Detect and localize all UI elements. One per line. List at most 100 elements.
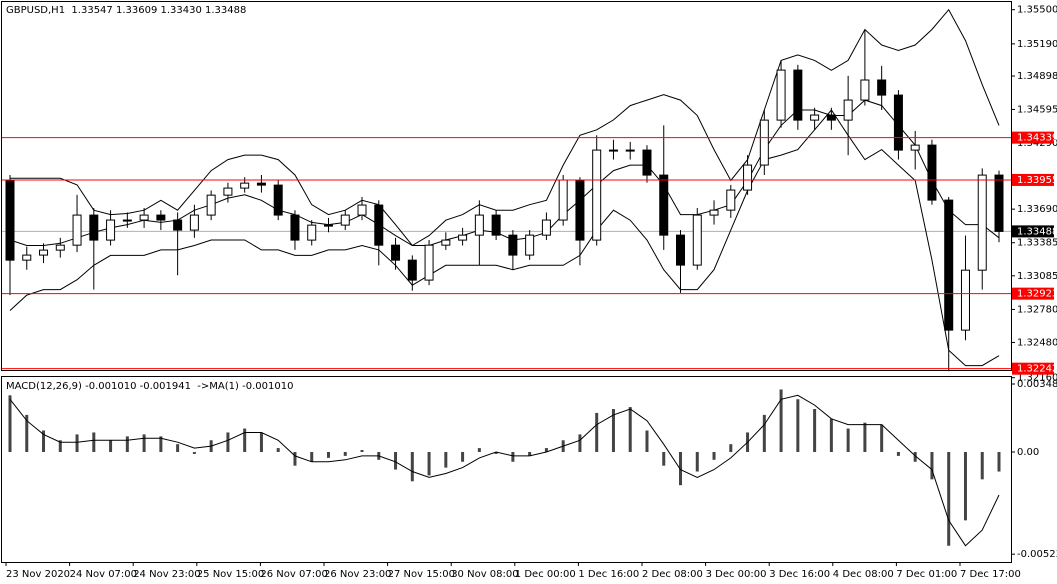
candle-body xyxy=(810,114,820,121)
candle-body xyxy=(22,254,32,261)
x-tick-label: 7 Dec 17:00 xyxy=(960,569,1021,580)
candle-body xyxy=(273,184,283,216)
y-tick-label: 0.003481 xyxy=(1017,379,1057,390)
macd-bar xyxy=(963,451,967,521)
x-tick-label: 25 Nov 15:00 xyxy=(197,569,264,580)
y-tick-label: 1.35190 xyxy=(1017,39,1057,50)
candle-body xyxy=(910,144,920,151)
candle-body xyxy=(106,219,116,241)
macd-bar xyxy=(947,451,951,546)
macd-bar xyxy=(25,414,29,452)
macd-bar xyxy=(896,451,900,456)
macd-bar xyxy=(276,448,280,452)
candle-body xyxy=(139,214,149,221)
macd-bar xyxy=(695,451,699,472)
macd-bar xyxy=(58,440,62,452)
candle-body xyxy=(223,187,233,196)
candle-body xyxy=(977,174,987,271)
macd-bar xyxy=(226,432,230,452)
candle-body xyxy=(156,214,166,221)
candle-body xyxy=(994,174,1004,232)
macd-bar xyxy=(159,436,163,452)
macd-bar xyxy=(75,434,79,452)
candle-body xyxy=(659,174,669,236)
candle-body xyxy=(5,179,15,261)
candle-body xyxy=(508,234,518,256)
macd-bar xyxy=(762,414,766,452)
price-title: GBPUSD,H1 1.33547 1.33609 1.33430 1.3348… xyxy=(6,5,246,16)
macd-bar xyxy=(109,440,113,452)
macd-bar xyxy=(930,451,934,480)
candle-body xyxy=(776,69,786,121)
candle-body xyxy=(55,244,65,251)
y-tick-label: 1.34898 xyxy=(1017,71,1057,82)
macd-bar xyxy=(796,399,800,452)
macd-bar xyxy=(394,451,398,470)
candle-body xyxy=(39,249,49,256)
macd-bar xyxy=(360,450,364,452)
candle-body xyxy=(726,189,736,211)
macd-panel-frame xyxy=(1,376,1012,563)
macd-bar xyxy=(42,430,46,452)
macd-bar xyxy=(192,451,196,454)
x-tick-label: 24 Nov 23:00 xyxy=(133,569,200,580)
macd-bar xyxy=(410,451,414,482)
candle-body xyxy=(424,244,434,281)
macd-bar xyxy=(645,430,649,452)
macd-bar xyxy=(461,451,465,462)
macd-bar xyxy=(477,448,481,452)
macd-title: MACD(12,26,9) -0.001010 -0.001941 ->MA(1… xyxy=(6,381,293,392)
candle-body xyxy=(240,182,250,189)
x-tick-label: 26 Nov 23:00 xyxy=(324,569,391,580)
candle-body xyxy=(927,144,937,201)
macd-bar xyxy=(125,436,129,452)
x-tick-label: 3 Dec 16:00 xyxy=(769,569,830,580)
candle-body xyxy=(256,182,266,186)
candle-body xyxy=(793,69,803,121)
candle-body xyxy=(944,199,954,331)
last-price-tag xyxy=(1012,225,1054,238)
x-tick-label: 7 Dec 01:00 xyxy=(896,569,957,580)
candle-body xyxy=(860,79,870,101)
macd-bar xyxy=(310,451,314,462)
macd-bar xyxy=(8,395,12,452)
macd-bar xyxy=(611,409,615,452)
macd-bar xyxy=(813,409,817,452)
candle-body xyxy=(340,214,350,226)
candle-body xyxy=(122,219,132,222)
macd-bar xyxy=(343,451,347,456)
y-tick-label: 1.33085 xyxy=(1017,271,1057,282)
candle-body xyxy=(89,214,99,241)
level-label: 1.34339 xyxy=(1017,133,1057,144)
y-tick-label: 1.32780 xyxy=(1017,304,1057,315)
macd-bar xyxy=(528,451,532,456)
x-tick-label: 2 Dec 08:00 xyxy=(642,569,703,580)
candle-body xyxy=(206,194,216,216)
candle-body xyxy=(374,204,384,246)
macd-bar xyxy=(712,451,716,460)
macd-bar xyxy=(829,418,833,452)
x-tick-label: 1 Dec 16:00 xyxy=(578,569,639,580)
level-label: 1.32923 xyxy=(1017,289,1057,300)
macd-bar xyxy=(779,389,783,452)
candle-body xyxy=(307,224,317,241)
macd-bar xyxy=(980,451,984,480)
candle-body xyxy=(759,119,769,166)
bollinger-band xyxy=(9,109,1000,367)
candle-body xyxy=(290,214,300,241)
candle-body xyxy=(491,214,501,236)
candle-body xyxy=(692,214,702,266)
candle-body xyxy=(441,239,451,246)
candle-body xyxy=(843,99,853,121)
candle-body xyxy=(676,234,686,266)
candle-body xyxy=(541,219,551,236)
candle-body xyxy=(407,259,417,281)
macd-bar xyxy=(494,451,498,454)
macd-bar xyxy=(142,434,146,452)
x-tick-label: 30 Nov 08:00 xyxy=(451,569,518,580)
level-tag xyxy=(1012,362,1054,375)
macd-bar xyxy=(863,422,867,452)
x-tick-label: 27 Nov 15:00 xyxy=(388,569,455,580)
